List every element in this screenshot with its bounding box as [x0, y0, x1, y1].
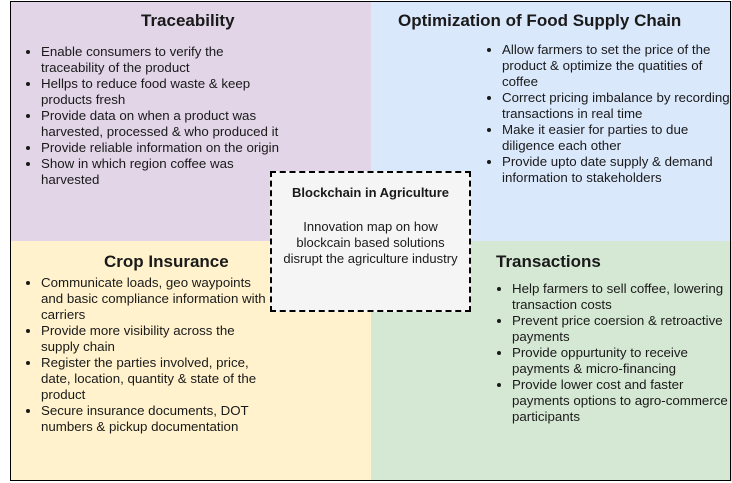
optimization-title: Optimization of Food Supply Chain	[398, 11, 682, 30]
transactions-item: Provide lower cost and faster payments o…	[512, 377, 732, 425]
center-description: Innovation map on how blockcain based so…	[283, 219, 458, 266]
optimization-item: Provide upto date supply & demand inform…	[502, 154, 732, 186]
transactions-item: Prevent price coersion & retroactive pay…	[512, 313, 732, 345]
crop-insurance-item: Provide more visibility across the suppl…	[41, 323, 273, 355]
traceability-title: Traceability	[141, 11, 235, 30]
traceability-item: Show in which region coffee was harveste…	[41, 156, 279, 188]
optimization-list: Allow farmers to set the price of the pr…	[484, 42, 732, 186]
crop-insurance-item: Communicate loads, geo waypoints and bas…	[41, 275, 273, 323]
crop-insurance-item: Secure insurance documents, DOT numbers …	[41, 403, 273, 435]
center-title: Blockchain in Agriculture	[292, 185, 449, 200]
optimization-item: Correct pricing imbalance by recording t…	[502, 90, 732, 122]
traceability-item: Provide data on when a product was harve…	[41, 108, 279, 140]
transactions-item: Help farmers to sell coffee, lowering tr…	[512, 281, 732, 313]
traceability-item: Provide reliable information on the orig…	[41, 140, 279, 156]
crop-insurance-list: Communicate loads, geo waypoints and bas…	[23, 275, 273, 435]
transactions-title: Transactions	[496, 252, 601, 271]
traceability-item: Hellps to reduce food waste & keep produ…	[41, 76, 279, 108]
optimization-item: Allow farmers to set the price of the pr…	[502, 42, 732, 90]
traceability-list: Enable consumers to verify the traceabil…	[23, 44, 279, 188]
transactions-list: Help farmers to sell coffee, lowering tr…	[494, 281, 732, 425]
center-box: Blockchain in Agriculture Innovation map…	[270, 171, 471, 312]
crop-insurance-item: Register the parties involved, price, da…	[41, 355, 273, 403]
transactions-item: Provide oppurtunity to receive payments …	[512, 345, 732, 377]
crop-insurance-title: Crop Insurance	[104, 252, 229, 271]
traceability-item: Enable consumers to verify the traceabil…	[41, 44, 279, 76]
optimization-item: Make it easier for parties to due dilige…	[502, 122, 732, 154]
